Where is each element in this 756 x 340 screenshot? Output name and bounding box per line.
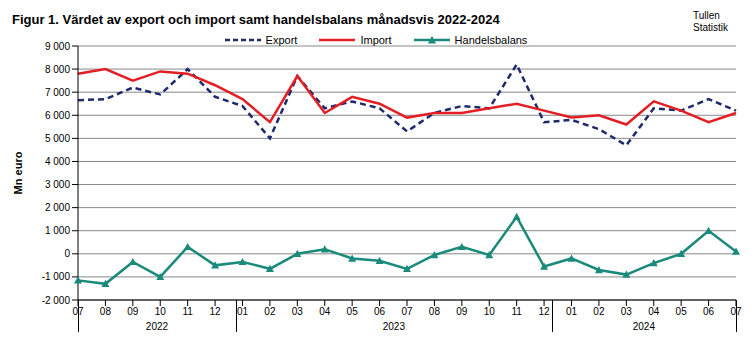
svg-text:10: 10 [484, 306, 496, 317]
svg-text:06: 06 [374, 306, 386, 317]
svg-text:01: 01 [237, 306, 249, 317]
svg-text:09: 09 [127, 306, 139, 317]
html-text:Handelsbalans: Handelsbalans [454, 34, 528, 46]
svg-text:6 000: 6 000 [45, 110, 70, 121]
svg-text:8 000: 8 000 [45, 64, 70, 75]
svg-text:01: 01 [566, 306, 578, 317]
svg-text:0: 0 [64, 248, 70, 259]
svg-text:12: 12 [210, 306, 222, 317]
svg-text:2 000: 2 000 [45, 202, 70, 213]
html-text:2023: 2023 [382, 321, 405, 332]
svg-text:02: 02 [264, 306, 276, 317]
svg-text:1 000: 1 000 [45, 225, 70, 236]
svg-text:07: 07 [730, 306, 742, 318]
svg-text:05: 05 [676, 306, 688, 317]
svg-text:02: 02 [593, 306, 605, 317]
svg-text:3 000: 3 000 [45, 179, 70, 190]
svg-text:07: 07 [72, 306, 84, 318]
svg-text:08: 08 [100, 306, 112, 317]
svg-text:04: 04 [319, 306, 331, 317]
svg-text:10: 10 [155, 306, 167, 317]
svg-text:04: 04 [648, 306, 660, 317]
html-text:Tullen: Tullen [693, 10, 720, 21]
svg-text:11: 11 [511, 306, 522, 317]
svg-text:07: 07 [401, 306, 413, 317]
svg-text:7 000: 7 000 [45, 87, 70, 98]
svg-text:-2 000: -2 000 [42, 295, 71, 306]
svg-text:03: 03 [292, 306, 304, 317]
html-text:Statistik: Statistik [693, 22, 728, 33]
svg-text:06: 06 [703, 306, 715, 317]
svg-text:4 000: 4 000 [45, 156, 70, 167]
svg-text:12: 12 [539, 306, 551, 317]
svg-text:9 000: 9 000 [45, 41, 70, 52]
html-text:Export: Export [265, 34, 298, 46]
svg-text:5 000: 5 000 [45, 133, 70, 144]
html-text:2024: 2024 [632, 321, 655, 332]
svg-text:08: 08 [429, 306, 441, 317]
html-text:2022: 2022 [145, 321, 169, 332]
svg-text:Mn euro: Mn euro [12, 151, 24, 194]
html-text:Import: Import [360, 34, 392, 46]
svg-text:05: 05 [347, 306, 359, 317]
svg-text:09: 09 [456, 306, 468, 317]
svg-text:03: 03 [621, 306, 633, 317]
svg-text:-1 000: -1 000 [42, 271, 71, 282]
svg-text:11: 11 [182, 306, 193, 317]
html-text:Figur 1. Värdet av export och: Figur 1. Värdet av export och import sam… [12, 12, 500, 27]
